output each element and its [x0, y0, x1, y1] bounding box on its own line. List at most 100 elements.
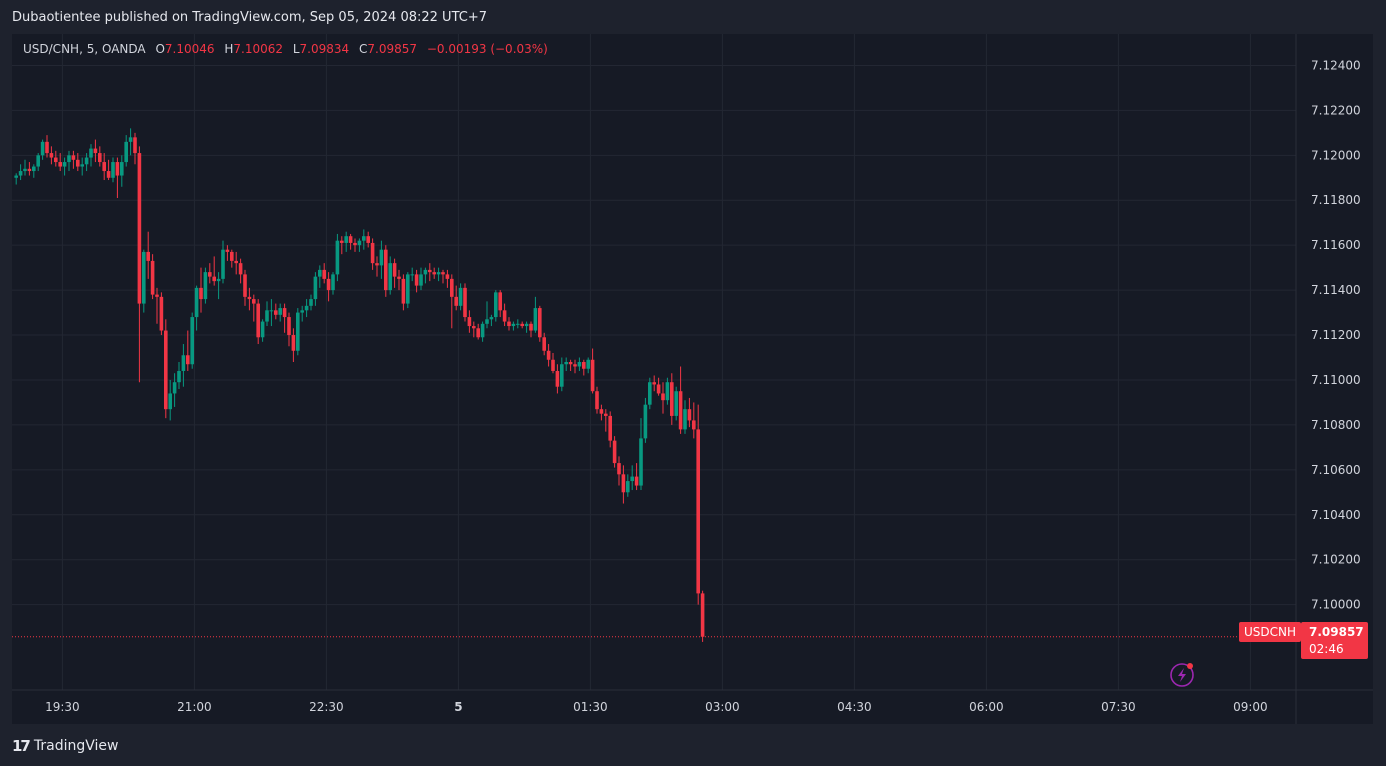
candle [137, 146, 142, 383]
candle [291, 328, 296, 362]
candle [652, 375, 656, 392]
candle [700, 590, 705, 642]
candle [221, 240, 225, 284]
candle-body [467, 317, 472, 327]
candle [243, 269, 247, 306]
candle [533, 296, 538, 333]
candle-body [436, 272, 441, 275]
time-tick-label: 01:30 [573, 700, 608, 714]
candle [115, 157, 120, 198]
candle [586, 357, 590, 374]
lightning-icon[interactable] [1170, 663, 1194, 687]
candle-body [40, 141, 45, 156]
chart-panel[interactable]: 7.12400 7.12200 7.12000 7.11800 7.11600 7.114… [12, 34, 1373, 724]
tradingview-logo[interactable]: 17 TradingView [12, 737, 118, 755]
candle [379, 240, 384, 279]
candle [45, 135, 49, 158]
candle [542, 332, 546, 356]
price-tag: USDCNH 7.09857 02:46 [1239, 622, 1368, 659]
candle-body [142, 251, 146, 304]
time-tick-label: 06:00 [969, 700, 1004, 714]
candle [111, 157, 115, 183]
candle-body [555, 370, 560, 387]
candle-body [700, 593, 705, 637]
candle-body [432, 272, 436, 275]
candle [274, 303, 278, 320]
candle-body [168, 393, 172, 410]
tradingview-logo-icon: 17 [12, 737, 31, 755]
candle-body [423, 269, 428, 275]
candle [93, 139, 98, 163]
candle-body [331, 274, 335, 291]
candle-body [45, 141, 49, 154]
candle [507, 317, 511, 331]
candle-body [212, 276, 216, 282]
candle [150, 254, 155, 300]
candle [582, 359, 586, 376]
candle-body [480, 323, 485, 338]
candle [260, 319, 265, 342]
candle [172, 373, 177, 407]
candle-body [318, 269, 322, 277]
candle-body [335, 240, 340, 275]
candle-body [414, 274, 419, 286]
candle [164, 319, 168, 419]
candle-body [106, 171, 111, 178]
candle-body [322, 269, 326, 279]
price-axis-labels[interactable]: 7.12400 7.12200 7.12000 7.11800 7.11600 7.114… [1311, 58, 1361, 611]
candle [494, 290, 498, 322]
symbol-tag-bg [1239, 622, 1301, 642]
candle-body [18, 171, 23, 176]
candle-body [392, 263, 397, 277]
candle [538, 305, 542, 342]
candle [362, 229, 366, 250]
time-axis-labels[interactable]: 19:30 21:00 22:30 5 01:30 03:00 04:30 06:00 07:3… [45, 700, 1268, 714]
price-tick-label: 7.11200 [1311, 328, 1361, 342]
candle [428, 263, 432, 282]
candle [639, 418, 643, 491]
candle-body [577, 362, 582, 367]
candle [450, 274, 454, 329]
price-tick-label: 7.11000 [1311, 373, 1361, 387]
candle [106, 159, 111, 181]
candle-body [375, 263, 379, 266]
candle [62, 157, 67, 176]
candle [626, 474, 630, 497]
legend-close-label: C [358, 42, 368, 56]
candlestick-chart[interactable]: 7.12400 7.12200 7.12000 7.11800 7.11600 7.114… [12, 34, 1373, 724]
candle [485, 301, 489, 329]
candle [146, 231, 150, 279]
legend-high-label: H [224, 42, 234, 56]
candle [344, 231, 348, 252]
candle [406, 272, 410, 309]
candle [612, 436, 617, 468]
candle-body [445, 274, 450, 279]
candle-body [181, 355, 186, 371]
candle-body [476, 328, 480, 338]
candle [102, 153, 106, 181]
candle [14, 173, 18, 185]
candle-body [252, 299, 256, 304]
candle [331, 272, 335, 295]
candle [687, 397, 692, 428]
candle [674, 386, 678, 421]
candle [282, 303, 287, 333]
candle [335, 233, 340, 282]
candle-body [340, 240, 344, 243]
candle-body [172, 382, 177, 394]
candle [208, 263, 212, 284]
candle-body [186, 355, 190, 365]
candle [36, 153, 40, 172]
candle [476, 323, 480, 340]
candle [212, 256, 216, 286]
time-tick-label: 03:00 [705, 700, 740, 714]
candle-body [344, 236, 348, 243]
candle [120, 155, 124, 187]
candle-body [560, 364, 564, 387]
candle-body [291, 335, 296, 351]
candle-body [472, 326, 476, 329]
candle [247, 287, 252, 311]
time-tick-label: 22:30 [309, 700, 344, 714]
candle-body [520, 323, 524, 327]
symbol-tag-label: USDCNH [1244, 625, 1296, 639]
